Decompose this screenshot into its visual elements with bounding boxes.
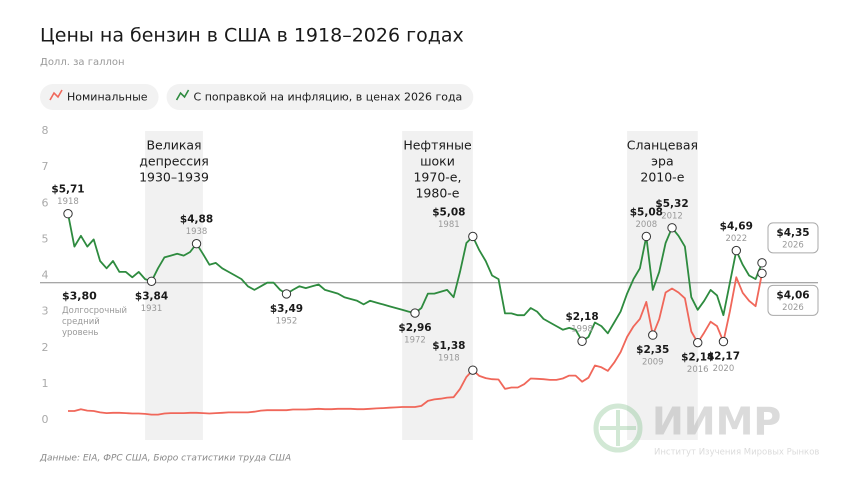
annotation-year: 2008 — [636, 220, 658, 230]
annotation-value: $2,35 — [636, 344, 669, 356]
annotation-value: $3,49 — [270, 303, 303, 315]
annotation-marker — [731, 245, 741, 256]
annotation-value: $3,84 — [135, 290, 168, 302]
annotation-year: 1998 — [571, 325, 593, 335]
annotation-value: $5,08 — [630, 206, 663, 218]
series-line — [68, 273, 763, 416]
annotation-year: 2012 — [661, 211, 683, 221]
legend-item: С поправкой на инфляцию, в ценах 2026 го… — [166, 84, 474, 110]
annotation-year: 1972 — [404, 336, 426, 346]
legend-pill — [40, 84, 159, 110]
logo-name: ИИМР — [652, 400, 781, 444]
legend-pill — [166, 84, 474, 110]
annotation-value: $4,06 — [776, 289, 809, 301]
annotation-value: $5,08 — [432, 206, 465, 218]
period-label: эра — [651, 154, 673, 169]
annotation-year: 1952 — [276, 316, 298, 326]
annotation-year: 1938 — [186, 227, 208, 237]
annotation-value: $2,18 — [565, 311, 598, 323]
annotation-value: $2,96 — [398, 322, 431, 334]
y-tick-label: 8 — [42, 124, 49, 137]
annotation-value: $4,69 — [720, 221, 753, 233]
annotation-year: 1981 — [438, 220, 460, 230]
chart-subtitle: Долл. за галлон — [40, 57, 125, 68]
annotation-marker — [410, 308, 420, 318]
annotation-year: 1931 — [141, 304, 163, 314]
annotation-marker — [641, 231, 652, 242]
annotation-marker — [648, 330, 658, 340]
annotation-value: $5,32 — [655, 198, 688, 210]
annotation-year: 1918 — [438, 354, 460, 364]
period-label: Великая — [146, 138, 201, 153]
annotation-year: 2026 — [782, 303, 804, 313]
y-tick-label: 4 — [42, 269, 49, 282]
annotation-year: 1918 — [57, 197, 79, 207]
period-label: 2010-е — [640, 170, 684, 185]
legend-label: Номинальные — [67, 91, 148, 104]
average-text: уровень — [62, 328, 98, 338]
annotation-marker — [146, 276, 157, 286]
period-label: Сланцевая — [627, 138, 698, 153]
period-label: 1970-е, — [413, 170, 461, 185]
annotation-value: $4,88 — [180, 214, 213, 226]
annotation-marker — [667, 223, 677, 233]
source: Данные: EIA, ФРС США, Бюро статистики тр… — [39, 454, 291, 464]
annotation-marker — [693, 337, 703, 348]
logo: ИИМР Институт Изучения Мировых Рынков — [593, 400, 819, 458]
annotation-marker — [577, 336, 587, 346]
annotation-box — [767, 222, 819, 254]
period-label: шоки — [420, 154, 455, 169]
chart-title: Цены на бензин в США в 1918–2026 годах — [40, 25, 464, 47]
y-tick-label: 5 — [42, 232, 49, 245]
period-label: депрессия — [139, 154, 209, 169]
y-tick-label: 2 — [42, 341, 49, 354]
average-label: $3,80 — [62, 290, 97, 303]
y-tick-label: 1 — [42, 377, 49, 390]
legend-item: Номинальные — [40, 84, 159, 110]
annotation-year: 2016 — [687, 365, 709, 375]
period-label: 1980-е — [415, 186, 459, 201]
logo-icon — [593, 403, 643, 453]
annotation-year: 2020 — [713, 364, 735, 374]
annotation-marker — [757, 258, 767, 268]
y-tick-label: 7 — [42, 160, 49, 173]
annotation-value: $1,38 — [432, 340, 465, 352]
average-text: Долгосрочный — [62, 306, 127, 316]
annotation-year: 2009 — [642, 358, 664, 368]
y-tick-label: 3 — [42, 305, 49, 318]
annotation-marker — [281, 289, 292, 299]
period-band — [145, 131, 203, 440]
annotation-value: $2,14 — [681, 352, 714, 364]
annotation-marker — [468, 231, 478, 242]
legend-swatch — [175, 89, 190, 101]
annotation-marker — [718, 336, 729, 347]
period-label: 1930–1939 — [139, 170, 209, 185]
logo-caption: Институт Изучения Мировых Рынков — [654, 448, 819, 458]
annotation-marker — [191, 239, 202, 249]
y-tick-label: 0 — [42, 413, 49, 426]
annotation-marker — [468, 365, 478, 375]
annotation-value: $2,17 — [707, 351, 740, 363]
period-band — [627, 131, 698, 440]
annotation-marker — [757, 268, 767, 279]
annotation-box — [767, 284, 819, 316]
period-label: Нефтяные — [403, 138, 472, 153]
annotation-year: 2026 — [782, 240, 804, 250]
annotation-year: 2022 — [725, 234, 747, 244]
annotation-value: $5,71 — [51, 184, 84, 196]
y-tick-label: 6 — [42, 196, 49, 209]
annotation-marker — [63, 209, 73, 219]
annotation-value: $4,35 — [776, 227, 809, 239]
logo-icon-cross — [600, 410, 636, 446]
average-text: средний — [62, 317, 100, 327]
legend-swatch — [49, 89, 63, 101]
legend-label: С поправкой на инфляцию, в ценах 2026 го… — [194, 91, 463, 104]
